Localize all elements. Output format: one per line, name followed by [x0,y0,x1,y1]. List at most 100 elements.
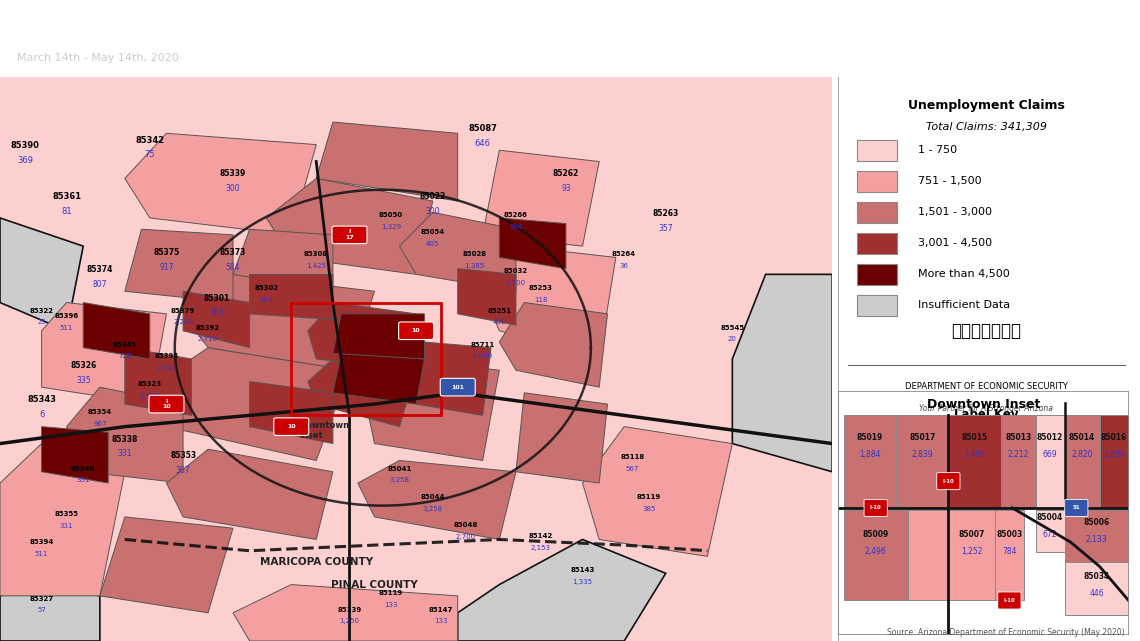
Text: 511: 511 [35,551,48,557]
Bar [948,415,1001,508]
Text: 85041: 85041 [388,466,412,472]
Text: 85009: 85009 [863,530,889,539]
Polygon shape [732,274,832,472]
Text: 1 - 750: 1 - 750 [919,146,958,155]
Bar [1035,415,1065,508]
Polygon shape [250,381,333,444]
Text: 85326: 85326 [70,362,97,370]
Text: 101: 101 [451,385,464,390]
FancyBboxPatch shape [1065,499,1088,517]
Text: 3,839: 3,839 [1104,450,1125,459]
Text: 1,385: 1,385 [464,263,484,269]
Text: Initial Unemployment Insurance Claims (Zip Code): Initial Unemployment Insurance Claims (Z… [17,18,524,36]
Text: 85048: 85048 [454,522,478,528]
Text: Downtown
Inset: Downtown Inset [300,421,350,440]
Text: I
10: I 10 [162,399,171,410]
Polygon shape [184,291,250,347]
Text: 967: 967 [93,421,107,427]
Text: MARICOPA
ASSOCIATION of
GOVERNMENTS: MARICOPA ASSOCIATION of GOVERNMENTS [1056,19,1124,51]
Text: I-10: I-10 [1003,598,1016,603]
Text: 6: 6 [39,410,44,419]
Bar [1065,415,1099,508]
Text: 85355: 85355 [55,511,79,517]
Text: 85339: 85339 [220,169,246,178]
Text: 85139: 85139 [337,607,361,613]
Text: 331: 331 [76,478,90,483]
Text: 2,710: 2,710 [198,337,218,342]
Polygon shape [482,246,616,359]
Text: 85022: 85022 [420,192,446,201]
Text: 85375: 85375 [153,249,180,258]
Text: 85118: 85118 [620,454,644,460]
Text: 1,250: 1,250 [340,619,359,624]
Text: 335: 335 [76,376,90,385]
Polygon shape [267,178,433,274]
Text: 75: 75 [145,150,155,159]
Text: 85054: 85054 [421,229,445,235]
Text: Total Claims: 341,309: Total Claims: 341,309 [926,122,1047,132]
Polygon shape [149,347,350,460]
Text: 784: 784 [1002,547,1017,556]
Text: 3,258: 3,258 [423,506,442,512]
Text: 85012: 85012 [1037,433,1064,442]
Text: PINAL COUNTY: PINAL COUNTY [331,579,418,590]
Polygon shape [499,303,608,387]
Text: Unemployment Claims: Unemployment Claims [920,461,1052,471]
Text: 85266: 85266 [504,212,528,218]
Polygon shape [316,122,457,201]
Text: 1,884: 1,884 [860,450,880,459]
FancyBboxPatch shape [864,499,887,517]
Polygon shape [482,150,600,246]
Text: 85032: 85032 [504,269,528,274]
Text: 2,700: 2,700 [506,280,526,286]
Polygon shape [166,449,333,540]
Polygon shape [457,269,516,325]
Text: 917: 917 [160,263,173,272]
Polygon shape [0,218,83,331]
Text: 133: 133 [384,601,398,608]
Text: 85044: 85044 [421,494,445,500]
Polygon shape [333,314,424,359]
Text: 👥👤👤👤👤👤👤: 👥👤👤👤👤👤👤 [951,322,1021,340]
Text: 85390: 85390 [10,141,40,150]
Text: 85028: 85028 [463,251,487,258]
Polygon shape [308,303,416,370]
Text: 807: 807 [92,280,107,289]
Polygon shape [308,359,416,427]
FancyBboxPatch shape [857,263,897,285]
Polygon shape [0,585,100,641]
Text: 85345: 85345 [113,342,137,347]
FancyBboxPatch shape [274,418,309,435]
Text: Zip Code: Zip Code [960,433,1012,443]
Polygon shape [233,229,333,291]
Text: 10: 10 [412,328,421,333]
Text: Label Key: Label Key [954,408,1018,421]
Text: 751 - 1,500: 751 - 1,500 [919,176,982,187]
Text: 669: 669 [1043,450,1058,459]
Text: 85119: 85119 [637,494,661,500]
Polygon shape [457,540,666,641]
Text: 85017: 85017 [909,433,936,442]
Polygon shape [83,303,149,359]
Text: 85711: 85711 [471,342,495,347]
Text: 2,060: 2,060 [473,353,492,360]
Text: 85263: 85263 [652,209,679,218]
Text: 85379: 85379 [171,308,195,314]
Text: 85143: 85143 [570,567,595,573]
Text: 20: 20 [728,337,736,342]
Text: 963: 963 [260,297,274,303]
Text: 405: 405 [426,240,439,247]
Text: 85396: 85396 [55,313,79,319]
Text: 3,498: 3,498 [963,450,985,459]
Text: 85142: 85142 [529,533,553,540]
Text: 584: 584 [226,263,241,272]
Text: More than 4,500: More than 4,500 [919,269,1010,279]
Text: 10: 10 [287,424,295,429]
FancyBboxPatch shape [878,427,1093,483]
Text: 85353: 85353 [170,451,196,460]
FancyBboxPatch shape [332,226,367,244]
Polygon shape [250,274,333,319]
Polygon shape [583,427,732,556]
Text: 2,820: 2,820 [1072,450,1093,459]
FancyBboxPatch shape [998,592,1021,609]
